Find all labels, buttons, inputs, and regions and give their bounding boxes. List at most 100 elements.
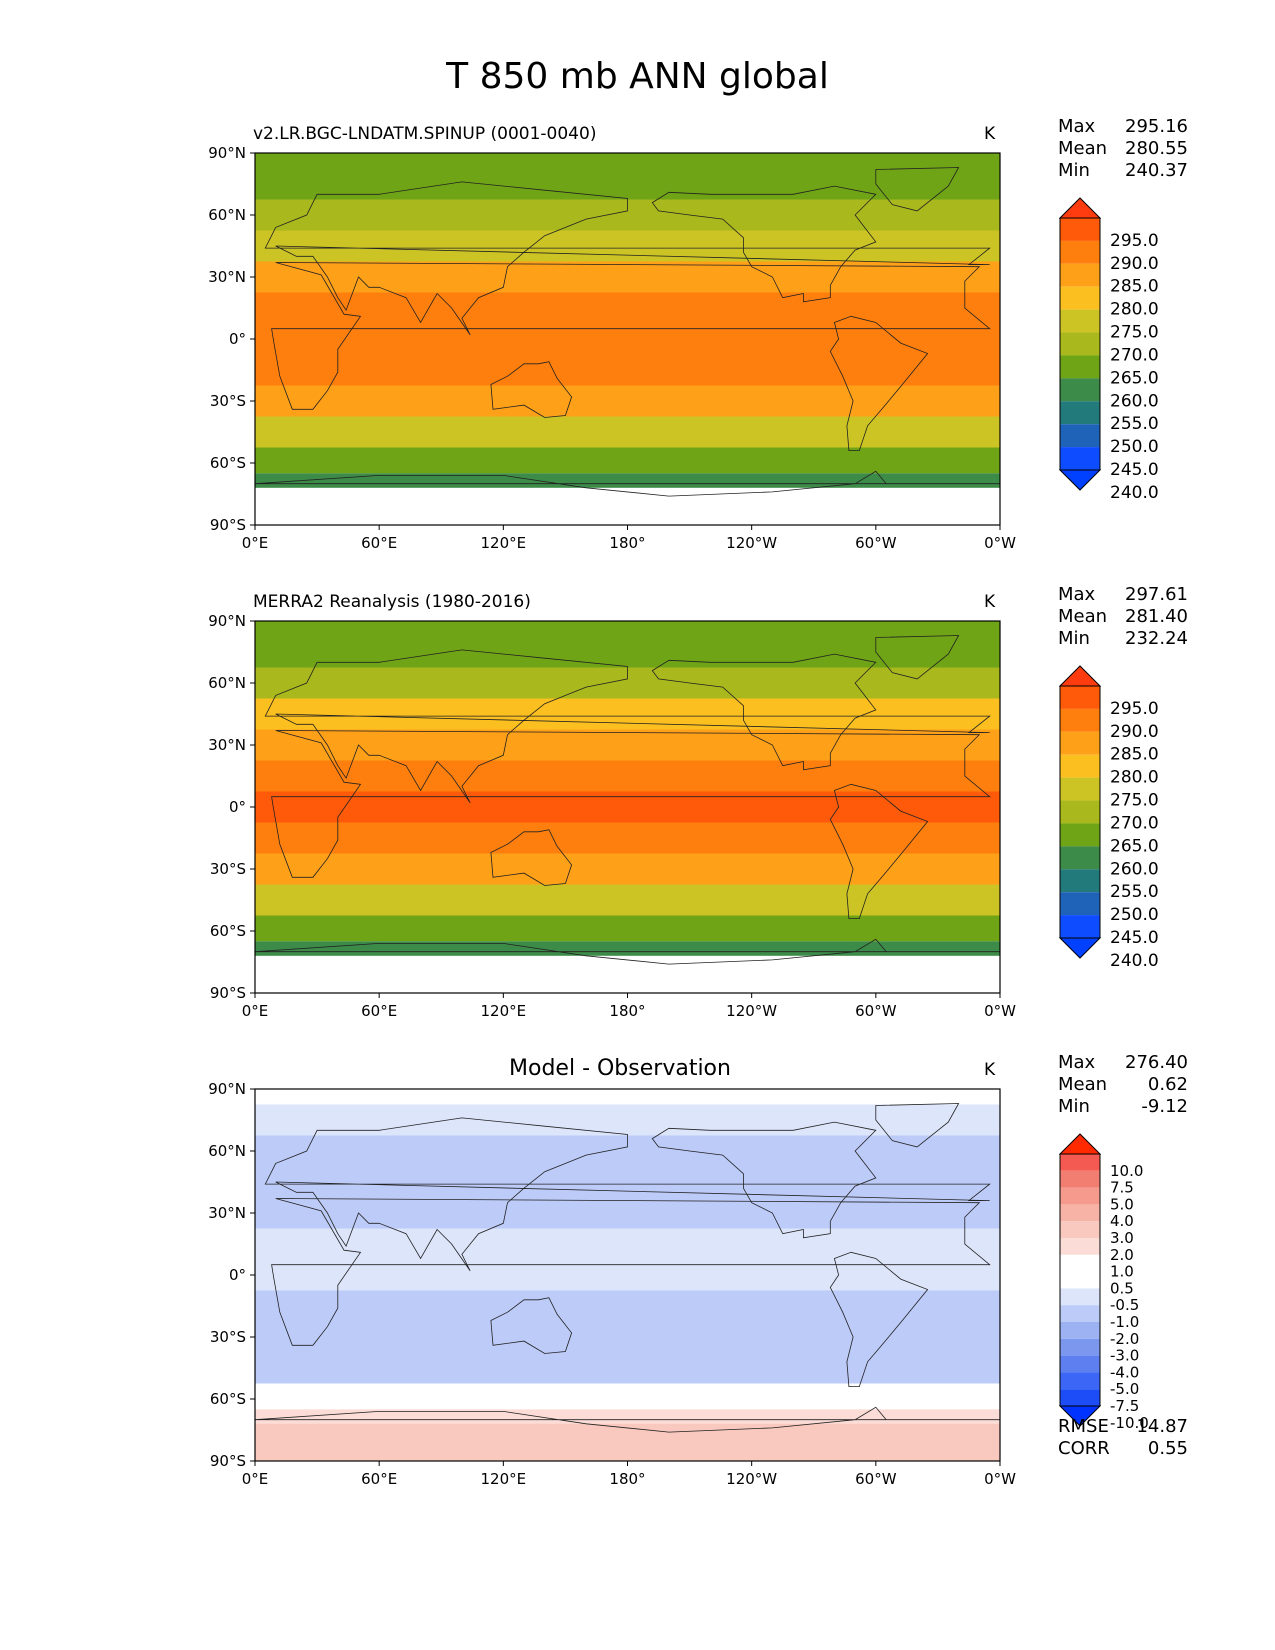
panel-title: v2.LR.BGC-LNDATM.SPINUP (0001-0040) [253, 124, 597, 144]
stat-max-label: Max [1058, 1052, 1096, 1073]
colorbar-segment [1060, 447, 1100, 470]
zonal-band [255, 884, 1000, 916]
coastline [875, 167, 960, 212]
colorbar-tick-label: 295.0 [1110, 699, 1159, 719]
coastline [829, 315, 929, 451]
lon-tick-label: 60°E [361, 1470, 397, 1488]
colorbar-tick-label: -4.0 [1110, 1363, 1139, 1381]
lon-tick-label: 60°E [361, 1002, 397, 1020]
lon-tick-label: 180° [609, 1002, 645, 1020]
lat-tick-label: 90°N [208, 144, 246, 162]
unit-label: K [984, 1060, 996, 1080]
lat-tick-label: 30°N [208, 736, 246, 754]
lat-tick-label: 30°S [210, 860, 246, 878]
colorbar-extend-bottom [1058, 469, 1102, 491]
colorbar-tick-label: 265.0 [1110, 836, 1159, 856]
map-plot: 90°N 60°N 30°N 0° 30°S 60°S 90°S0°E 60°E 120°E 18… [208, 612, 1016, 1020]
colorbar-tick-label: 285.0 [1110, 277, 1159, 297]
colorbar-tick-label: 255.0 [1110, 414, 1159, 434]
colorbar-tick-label: -10.0 [1110, 1414, 1149, 1432]
stat-min: -9.12 [1141, 1096, 1188, 1117]
zonal-band [255, 1259, 1000, 1291]
coastline [264, 181, 991, 336]
coastline [651, 185, 877, 303]
stat-max-label: Max [1058, 116, 1096, 137]
colorbar-segment [1060, 1322, 1100, 1339]
colorbar-segment [1060, 1238, 1100, 1255]
colorbar-tick-label: 265.0 [1110, 368, 1159, 388]
colorbar-segment [1060, 424, 1100, 448]
zonal-band [255, 168, 1000, 200]
coastline [264, 649, 991, 804]
colorbar-segment [1060, 708, 1100, 732]
stat-min: 240.37 [1125, 160, 1188, 181]
colorbar-tick-label: 290.0 [1110, 722, 1159, 742]
lat-tick-label: 60°S [210, 922, 246, 940]
colorbar-tick-label: 270.0 [1110, 345, 1159, 365]
colorbar-segment [1060, 332, 1100, 356]
panel-title: MERRA2 Reanalysis (1980-2016) [253, 592, 531, 612]
stat-mean: 280.55 [1125, 138, 1188, 159]
colorbar-tick-label: 240.0 [1110, 483, 1159, 500]
colorbar-frame [1059, 1153, 1101, 1407]
coastline [490, 361, 573, 418]
zonal-band [255, 822, 1000, 854]
zonal-band [255, 1089, 1000, 1105]
lon-tick-label: 0°W [984, 1470, 1016, 1488]
zonal-band [255, 385, 1000, 417]
coastline [271, 262, 991, 410]
colorbar-segment [1060, 263, 1100, 287]
lon-tick-label: 0°E [242, 1470, 269, 1488]
colorbar-tick-label: 295.0 [1110, 231, 1159, 251]
lat-tick-label: 30°N [208, 1204, 246, 1222]
coastline [490, 829, 573, 886]
panel-diff: Model - Observation K 90°N 60°N 30°N 0° 30°S… [0, 1046, 1275, 1488]
colorbar-segment [1060, 1271, 1100, 1289]
colorbar-segment [1060, 1305, 1100, 1322]
colorbar-segment [1060, 309, 1100, 333]
colorbar-tick-label: 275.0 [1110, 323, 1159, 343]
colorbar-tick-label: 3.0 [1110, 1229, 1134, 1247]
lat-tick-label: 60°S [210, 1390, 246, 1408]
lat-tick-label: 90°S [210, 1452, 246, 1470]
stat-mean: 281.40 [1125, 606, 1188, 627]
panel-obs: MERRA2 Reanalysis (1980-2016) K 90°N 60°N… [0, 578, 1275, 1048]
coastline [875, 1103, 960, 1148]
coastline [651, 1121, 877, 1239]
zonal-band [255, 1290, 1000, 1322]
colorbar: 10.07.55.04.03.02.01.00.5-0.5-1.0-2.0-3.… [1058, 1133, 1149, 1432]
colorbar-tick-label: 280.0 [1110, 768, 1159, 788]
lat-tick-label: 30°N [208, 268, 246, 286]
lon-tick-label: 120°E [481, 1002, 527, 1020]
coastline [264, 1117, 991, 1272]
zonal-band [255, 153, 1000, 169]
zonal-band [255, 621, 1000, 637]
coastline [254, 1406, 1000, 1433]
zonal-band [255, 636, 1000, 668]
colorbar-segment [1060, 686, 1100, 709]
colorbar-segment [1060, 800, 1100, 824]
colorbar-segment [1060, 378, 1100, 402]
map-plot: 90°N 60°N 30°N 0° 30°S 60°S 90°S0°E 60°E 120°E 18… [208, 1080, 1016, 1488]
lat-tick-label: 90°N [208, 1080, 246, 1098]
colorbar-tick-label: 2.0 [1110, 1246, 1134, 1264]
colorbar-tick-label: 270.0 [1110, 813, 1159, 833]
colorbar-tick-label: -3.0 [1110, 1347, 1139, 1365]
lon-tick-label: 120°E [481, 1470, 527, 1488]
colorbar-segment [1060, 731, 1100, 755]
stat-min-label: Min [1058, 1096, 1090, 1117]
zonal-band [255, 1383, 1000, 1410]
lat-tick-label: 0° [229, 1266, 246, 1284]
coastline [254, 470, 1000, 497]
colorbar-segment [1060, 218, 1100, 241]
stats-box: Max 297.61 Mean 281.40 Min 232.24 [1058, 584, 1188, 650]
colorbar-segment [1060, 1389, 1100, 1406]
lon-tick-label: 120°W [726, 534, 777, 552]
lat-tick-label: 60°N [208, 206, 246, 224]
colorbar-tick-label: 280.0 [1110, 300, 1159, 320]
colorbar-tick-label: 1.0 [1110, 1263, 1134, 1281]
colorbar-extend-bottom [1058, 937, 1102, 959]
colorbar-tick-label: -5.0 [1110, 1380, 1139, 1398]
colorbar-segment [1060, 355, 1100, 379]
lon-tick-label: 0°W [984, 1002, 1016, 1020]
